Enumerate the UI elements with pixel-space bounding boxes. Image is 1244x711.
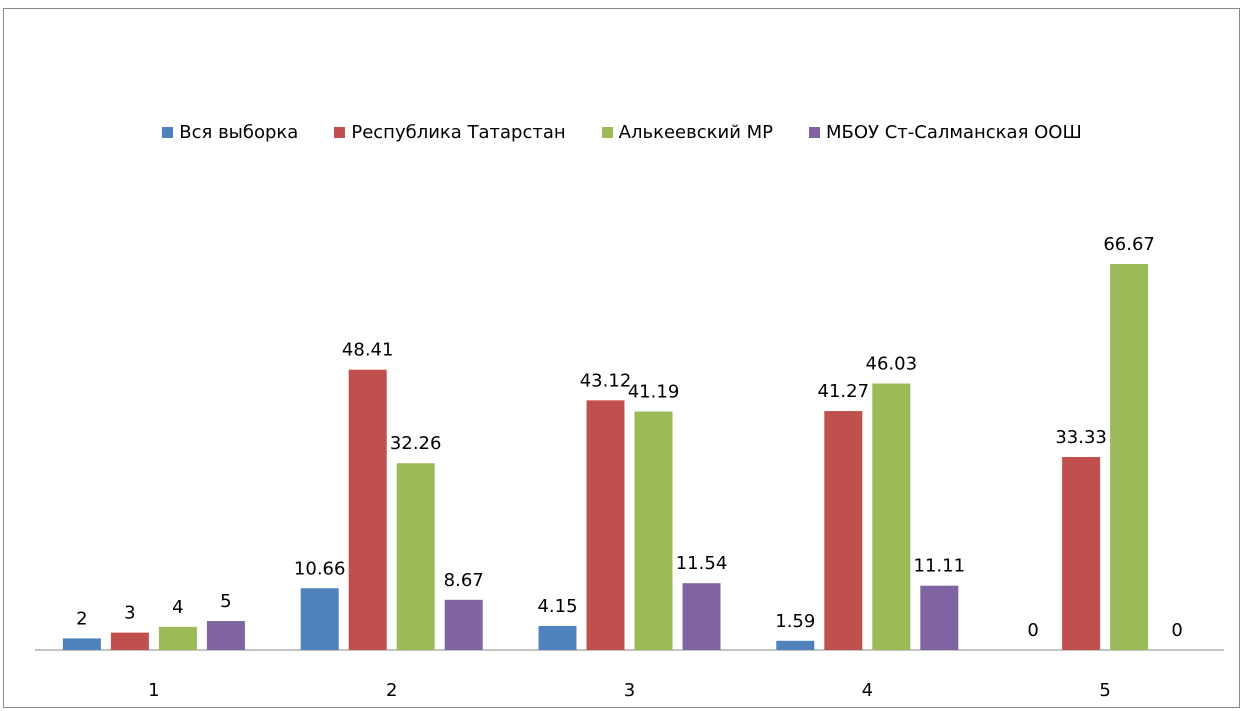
x-tick-label: 3 — [624, 680, 635, 701]
data-label: 41.27 — [818, 381, 870, 402]
legend-swatch — [809, 127, 820, 138]
bar — [348, 369, 387, 650]
bar — [300, 588, 339, 650]
x-tick-label: 2 — [386, 680, 397, 701]
legend-item: МБОУ Ст-Салманская ООШ — [809, 122, 1082, 143]
legend-label: Республика Татарстан — [351, 122, 566, 143]
x-tick-label: 4 — [862, 680, 873, 701]
data-label: 41.19 — [628, 382, 680, 403]
data-label: 4.15 — [537, 596, 577, 617]
data-label: 1.59 — [775, 611, 815, 632]
x-tick-label: 1 — [148, 680, 159, 701]
bar — [1062, 457, 1101, 650]
data-label: 0 — [1171, 620, 1182, 641]
bar — [158, 626, 197, 650]
data-label: 8.67 — [444, 570, 484, 591]
data-label: 46.03 — [866, 353, 918, 374]
bar — [634, 411, 673, 650]
data-label: 5 — [220, 591, 231, 612]
legend-swatch — [601, 127, 613, 138]
legend-label: МБОУ Ст-Салманская ООШ — [826, 122, 1082, 143]
bar — [1110, 264, 1149, 650]
legend-swatch — [334, 127, 346, 138]
bar — [824, 411, 863, 650]
bar — [920, 585, 959, 650]
data-label: 11.54 — [676, 553, 728, 574]
x-tick-label: 5 — [1099, 680, 1110, 701]
legend: Вся выборка Республика Татарстан Алькеевск… — [0, 122, 1244, 143]
data-label: 32.26 — [390, 433, 442, 454]
bar — [110, 632, 149, 650]
bar — [538, 625, 577, 650]
data-label: 33.33 — [1055, 427, 1107, 448]
bar — [396, 463, 435, 650]
data-label: 3 — [124, 603, 135, 624]
data-label: 11.11 — [914, 556, 966, 577]
legend-item: Республика Татарстан — [334, 122, 566, 143]
data-label: 43.12 — [580, 370, 632, 391]
bar — [62, 638, 101, 650]
bar — [586, 400, 625, 650]
data-label: 66.67 — [1103, 234, 1155, 255]
legend-label: Вся выборка — [179, 122, 299, 143]
legend-item: Алькеевский МР — [601, 122, 773, 143]
data-label: 4 — [172, 597, 183, 618]
legend-swatch — [162, 127, 174, 138]
data-label: 10.66 — [294, 558, 346, 579]
bar — [682, 583, 721, 650]
data-label: 48.41 — [342, 340, 394, 361]
bar — [776, 640, 815, 650]
legend-item: Вся выборка — [162, 122, 298, 143]
bar — [444, 599, 483, 650]
chart-frame — [3, 8, 1240, 708]
data-label: 2 — [76, 608, 87, 629]
data-label: 0 — [1027, 620, 1038, 641]
bar — [872, 383, 911, 650]
legend-label: Алькеевский МР — [618, 122, 773, 143]
bar — [206, 621, 245, 650]
